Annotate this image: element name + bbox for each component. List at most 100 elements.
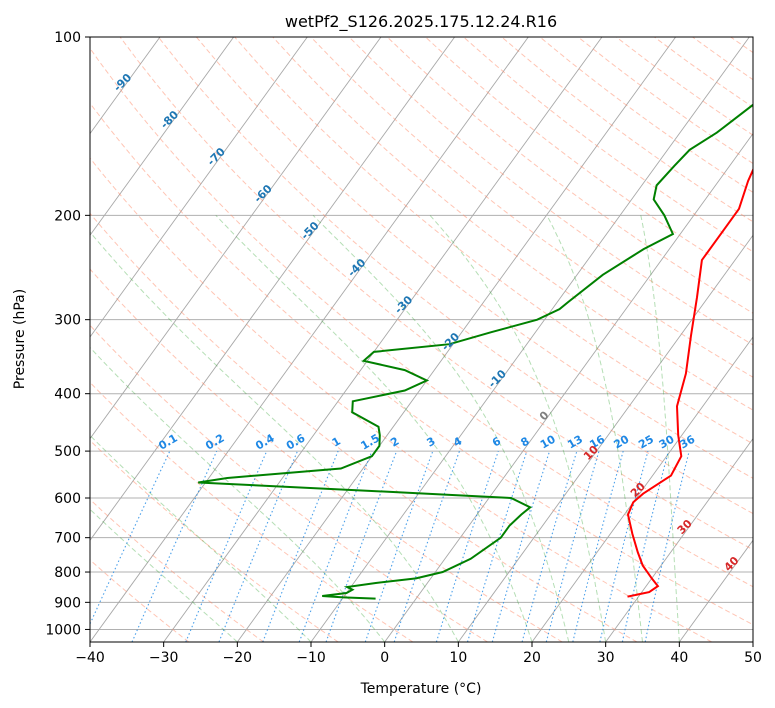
- data-series: [198, 103, 753, 600]
- mixing-ratio-line: [435, 450, 499, 642]
- isotherm-label: -50: [298, 219, 321, 242]
- mixing-ratio-line: [644, 450, 690, 642]
- mixing-ratio-line: [90, 450, 171, 626]
- x-axis-label: Temperature (°C): [360, 681, 482, 697]
- isotherm-line: [90, 37, 529, 642]
- dry-adiabat-line: [90, 381, 414, 642]
- mixing-ratio-label: 25: [636, 433, 656, 452]
- dry-adiabat-line: [463, 37, 753, 253]
- mixing-ratio-line: [298, 450, 373, 642]
- dewpoint-profile-line: [198, 103, 753, 600]
- isotherm-line: [90, 37, 235, 237]
- axes: −40 −30 −20 −10 0 10 20 30 40 5010020030040050060…: [45, 30, 762, 666]
- mixing-ratio-label: 0.4: [253, 431, 277, 452]
- mixing-ratio-label: 1: [330, 435, 343, 450]
- x-tick-label: 30: [597, 650, 615, 666]
- isotherm-line: [90, 37, 456, 542]
- isotherm-line: [384, 132, 753, 642]
- mixing-ratio-line: [599, 450, 649, 642]
- y-tick-label: 800: [54, 565, 81, 581]
- isotherm-line: [90, 37, 382, 440]
- mixing-ratio-label: 0.1: [156, 432, 179, 453]
- moist-adiabat-line: [312, 214, 570, 642]
- isotherm-label: -30: [392, 293, 415, 316]
- mixing-ratio-line: [131, 450, 218, 642]
- mixing-ratio-line: [262, 450, 339, 642]
- x-tick-label: −20: [223, 650, 253, 666]
- isotherm-label: -90: [111, 71, 134, 94]
- x-tick-label: 10: [449, 650, 467, 666]
- isotherm-label: -20: [439, 330, 462, 353]
- dry-adiabat-line: [90, 559, 190, 642]
- x-tick-label: 50: [744, 650, 762, 666]
- mixing-ratio-line: [621, 450, 669, 642]
- mixing-ratio-line: [218, 450, 299, 642]
- mixing-ratio-label: 20: [612, 432, 632, 451]
- isotherm-line: [0, 37, 13, 642]
- temperature-profile-line: [626, 167, 753, 598]
- dry-adiabat-line: [90, 157, 712, 642]
- isotherm-label: 30: [675, 517, 695, 537]
- dry-adiabat-line: [196, 37, 753, 479]
- y-tick-label: 200: [54, 208, 81, 224]
- moist-adiabat-line: [215, 214, 533, 642]
- isotherm-line: [752, 641, 753, 642]
- isotherm-line: [236, 37, 677, 642]
- mixing-ratio-label: 13: [565, 433, 585, 452]
- dry-adiabat-line: [386, 37, 753, 314]
- isotherm-label: -80: [158, 108, 181, 131]
- mixing-ratio-label: 1.5: [358, 432, 381, 453]
- isotherm-line: [457, 234, 753, 642]
- dry-adiabat-line: [769, 37, 775, 642]
- y-tick-label: 600: [54, 491, 81, 507]
- moist-adiabat-line: [90, 231, 459, 642]
- isotherm-label: -60: [252, 182, 275, 205]
- y-axis-label: Pressure (hPa): [12, 289, 28, 389]
- mixing-ratio-label: 4: [451, 434, 464, 449]
- isotherm-label: -40: [345, 256, 368, 279]
- dry-adiabat-line: [539, 37, 753, 193]
- y-tick-label: 400: [54, 387, 81, 403]
- y-tick-label: 900: [54, 595, 81, 611]
- dry-adiabat-line: [90, 212, 638, 642]
- moist-adiabat-line: [429, 214, 607, 642]
- mixing-ratio-label: 2: [388, 435, 401, 450]
- x-tick-label: 0: [380, 650, 389, 666]
- reference-line-labels: 0.1 0.2 0.4 0.6 1 1.5 2 3 4 6 8 10 13 16 20 25 30 36-90-8…: [111, 71, 742, 574]
- dry-adiabat-line: [90, 498, 264, 642]
- x-tick-label: −40: [75, 650, 105, 666]
- plot-frame: [89, 36, 754, 643]
- dry-adiabat-line: [692, 37, 753, 81]
- mixing-ratio-line: [325, 450, 398, 642]
- mixing-ratio-line: [364, 450, 434, 642]
- dry-adiabat-line: [310, 37, 753, 378]
- grid-lines: [0, 37, 775, 642]
- mixing-ratio-label: 6: [490, 434, 503, 449]
- y-tick-label: 700: [54, 531, 81, 547]
- dry-adiabat-line: [119, 37, 753, 551]
- isotherm-label: 20: [628, 480, 648, 500]
- moist-adiabat-line: [546, 215, 643, 642]
- chart-title: wetPf2_S126.2025.175.12.24.R16: [285, 12, 557, 32]
- x-tick-label: 40: [670, 650, 688, 666]
- dry-adiabat-line: [348, 37, 753, 346]
- mixing-ratio-line: [545, 450, 600, 642]
- isotherm-line: [678, 539, 753, 642]
- isotherm-line: [90, 37, 308, 338]
- isotherm-line: [605, 437, 753, 642]
- mixing-ratio-line: [466, 450, 528, 642]
- dry-adiabat-line: [90, 102, 753, 626]
- y-tick-label: 1000: [45, 622, 81, 638]
- y-tick-label: 500: [54, 444, 81, 460]
- moist-adiabat-line: [640, 215, 680, 642]
- x-tick-label: 20: [523, 650, 541, 666]
- mixing-ratio-label: 0.2: [203, 432, 226, 453]
- dry-adiabat-line: [90, 324, 488, 642]
- mixing-ratio-label: 30: [657, 432, 677, 451]
- isotherm-line: [163, 37, 603, 642]
- dry-adiabat-line: [654, 37, 753, 108]
- mixing-ratio-line: [185, 450, 268, 642]
- mixing-ratio-line: [572, 450, 624, 642]
- dry-adiabat-line: [234, 37, 753, 445]
